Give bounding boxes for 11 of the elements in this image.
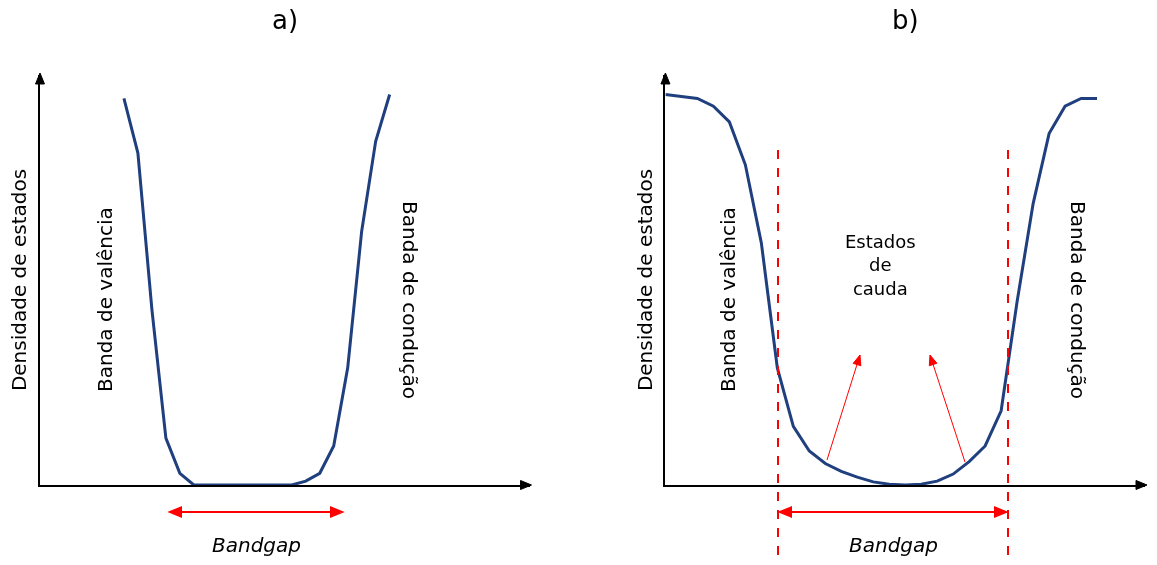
annotation: Estados de cauda: [845, 231, 916, 299]
chart-title: a): [272, 5, 299, 35]
y-axis-title: Densidade de estados: [632, 168, 657, 392]
annotation: Banda de valência: [716, 207, 740, 392]
text: Bandgap: [849, 533, 938, 557]
annotation: Banda de valência: [93, 207, 117, 392]
text: Bandgap: [212, 533, 301, 557]
chart-title: b): [892, 5, 919, 35]
annotation: Banda de condução: [398, 201, 422, 400]
annotation: Banda de condução: [1066, 201, 1090, 400]
y-axis-title: Densidade de estados: [7, 168, 32, 392]
